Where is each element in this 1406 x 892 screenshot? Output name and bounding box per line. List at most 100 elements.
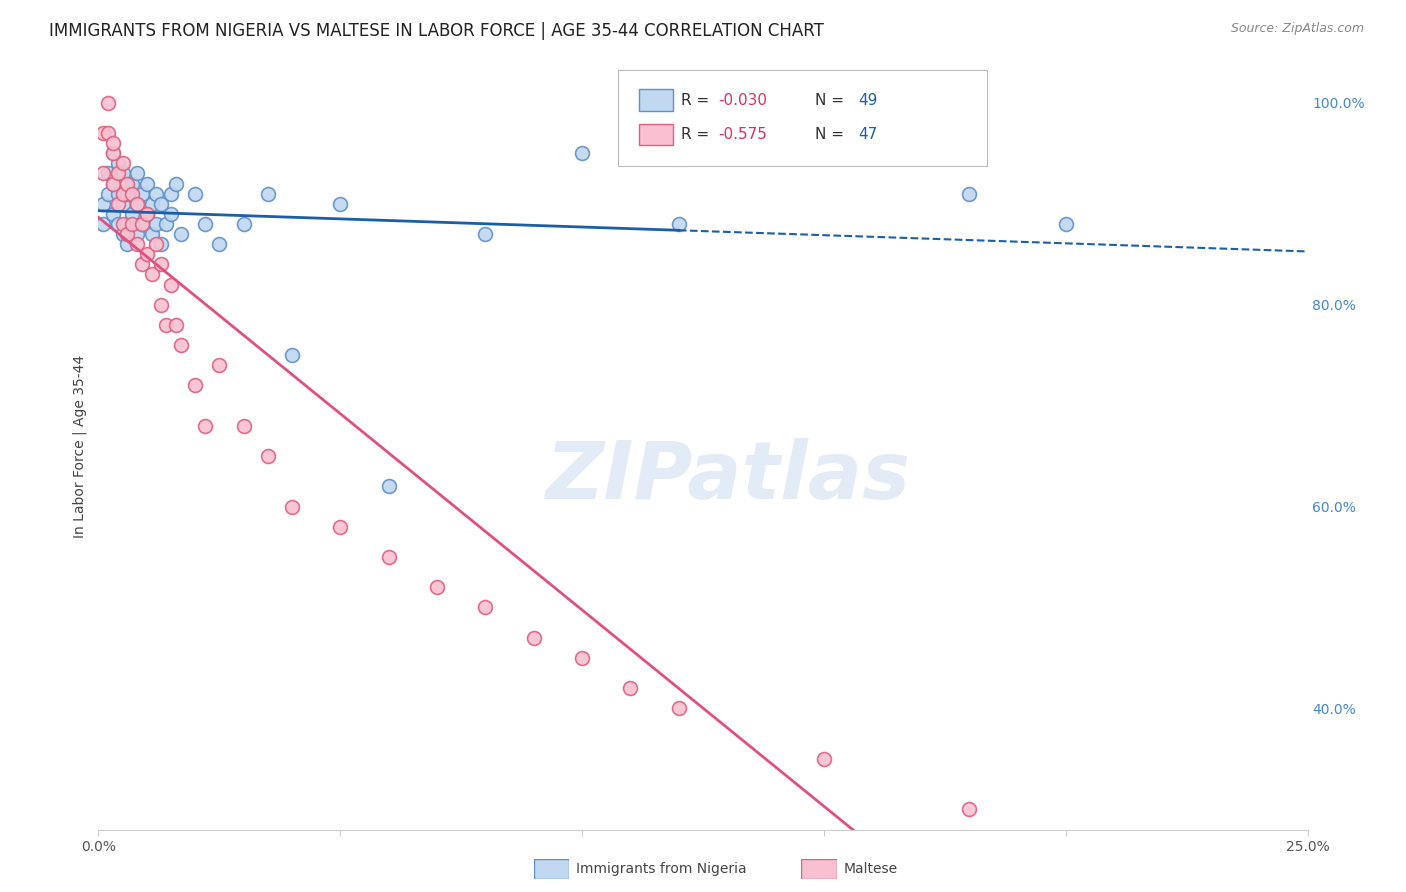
Point (97, 186, 120, 201)
Point (135, 247, 157, 261)
Point (1054, 217, 1077, 231)
Text: -0.575: -0.575 (718, 127, 768, 142)
Text: ZIPatlas: ZIPatlas (544, 438, 910, 516)
Point (107, 217, 129, 231)
Point (165, 318, 187, 332)
Point (184, 378, 207, 392)
Point (155, 217, 177, 231)
Point (135, 177, 157, 191)
Point (150, 237, 173, 252)
Point (117, 186, 139, 201)
Point (232, 217, 254, 231)
Point (117, 177, 139, 191)
Point (117, 217, 139, 231)
Point (101, 146, 124, 161)
Text: R =: R = (682, 127, 714, 142)
Point (127, 196, 149, 211)
Point (329, 520, 352, 534)
Point (131, 217, 153, 231)
Point (135, 207, 157, 221)
Point (121, 217, 143, 231)
Point (97, 126, 120, 140)
Text: R =: R = (682, 93, 714, 108)
Point (571, 146, 593, 161)
Point (141, 227, 163, 241)
Text: 49: 49 (858, 93, 877, 108)
Point (194, 217, 217, 231)
Point (107, 166, 129, 180)
Point (619, 681, 641, 696)
Point (145, 186, 167, 201)
Point (91, 196, 114, 211)
Point (150, 298, 173, 312)
FancyBboxPatch shape (638, 124, 673, 145)
Point (957, 802, 980, 816)
Text: -0.030: -0.030 (718, 93, 768, 108)
Point (957, 186, 980, 201)
Point (111, 166, 134, 180)
Point (256, 449, 278, 463)
Point (813, 752, 835, 766)
Point (97, 166, 120, 180)
Text: N =: N = (815, 127, 849, 142)
Point (107, 186, 129, 201)
Point (184, 186, 207, 201)
Text: Maltese: Maltese (844, 862, 897, 876)
Text: 47: 47 (858, 127, 877, 142)
Point (101, 177, 124, 191)
Point (377, 479, 399, 493)
FancyBboxPatch shape (638, 89, 673, 111)
Y-axis label: In Labor Force | Age 35-44: In Labor Force | Age 35-44 (73, 354, 87, 538)
Point (194, 418, 217, 433)
Point (131, 186, 153, 201)
Point (571, 651, 593, 665)
Point (121, 207, 143, 221)
Point (107, 196, 129, 211)
Text: IMMIGRANTS FROM NIGERIA VS MALTESE IN LABOR FORCE | AGE 35-44 CORRELATION CHART: IMMIGRANTS FROM NIGERIA VS MALTESE IN LA… (49, 22, 824, 40)
Point (111, 227, 134, 241)
Point (111, 196, 134, 211)
Point (101, 146, 124, 161)
Point (145, 217, 167, 231)
Point (111, 217, 134, 231)
Point (117, 237, 139, 252)
Point (208, 358, 231, 372)
Point (150, 257, 173, 271)
Point (150, 196, 173, 211)
Point (160, 207, 183, 221)
Text: N =: N = (815, 93, 849, 108)
Point (474, 600, 496, 615)
Point (281, 348, 304, 362)
Point (165, 177, 187, 191)
Point (91, 217, 114, 231)
Point (127, 166, 149, 180)
Point (131, 217, 153, 231)
Point (97, 95, 120, 110)
Point (377, 549, 399, 564)
Point (523, 631, 546, 645)
Point (111, 156, 134, 170)
Point (117, 227, 139, 241)
Point (101, 177, 124, 191)
Point (145, 237, 167, 252)
Point (426, 580, 449, 594)
Point (121, 186, 143, 201)
Point (160, 277, 183, 292)
Text: Immigrants from Nigeria: Immigrants from Nigeria (576, 862, 747, 876)
FancyBboxPatch shape (619, 70, 987, 166)
Point (141, 268, 163, 282)
Point (127, 237, 149, 252)
Point (160, 186, 183, 201)
Point (668, 217, 690, 231)
Point (155, 318, 177, 332)
Point (101, 136, 124, 151)
Text: Source: ZipAtlas.com: Source: ZipAtlas.com (1230, 22, 1364, 36)
Point (127, 227, 149, 241)
Point (281, 500, 304, 514)
Point (91, 166, 114, 180)
Point (169, 338, 191, 352)
Point (329, 196, 352, 211)
Point (668, 701, 690, 715)
Point (111, 186, 134, 201)
Point (131, 257, 153, 271)
